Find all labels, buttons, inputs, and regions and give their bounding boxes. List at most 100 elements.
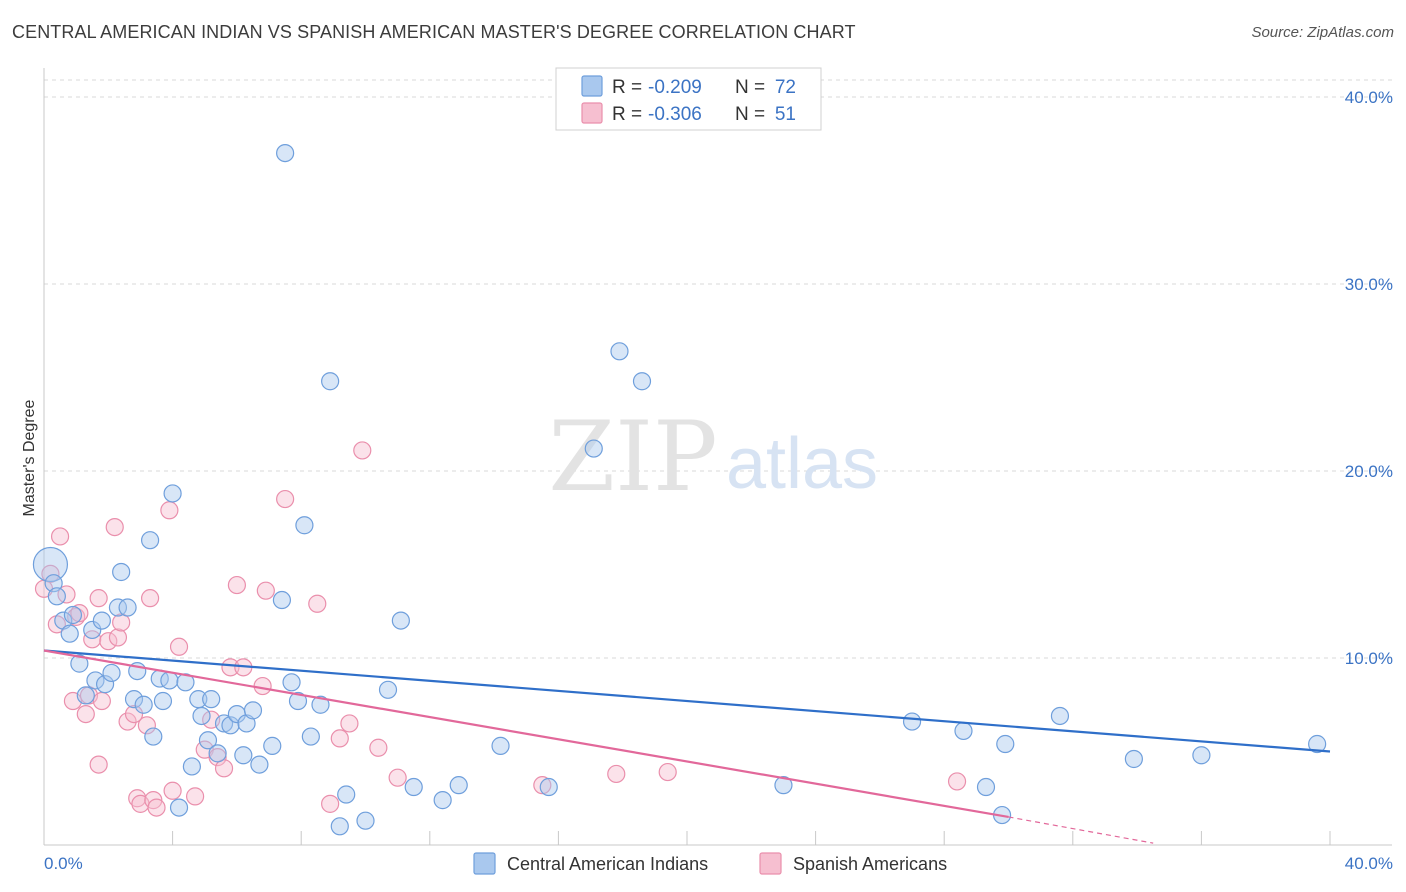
data-point (369, 738, 388, 757)
data-point (50, 527, 70, 546)
data-point (391, 611, 410, 630)
data-point (63, 605, 83, 625)
source-label: Source: ZipAtlas.com (1251, 24, 1394, 41)
data-point (632, 372, 652, 391)
y-tick-label: 40.0% (1345, 88, 1393, 107)
data-point (76, 686, 95, 705)
data-point (388, 768, 407, 787)
data-point (1192, 746, 1211, 765)
data-point (147, 798, 166, 817)
data-point (60, 624, 79, 643)
data-point (321, 372, 340, 391)
data-point (182, 757, 201, 776)
data-point (70, 654, 89, 673)
legend-r-label: R = (612, 104, 642, 125)
data-point (163, 781, 182, 800)
data-point (160, 501, 179, 520)
data-point (214, 759, 234, 778)
data-point (976, 777, 996, 797)
data-point (198, 731, 218, 750)
bottom-legend-swatch (759, 852, 782, 875)
data-point (340, 714, 359, 733)
bottom-legend-swatch (473, 852, 496, 875)
axes: Master's Degree (21, 68, 1392, 846)
data-point (54, 611, 73, 630)
data-point (301, 727, 320, 746)
watermark-zip: ZIP (548, 401, 717, 513)
trend-line-spanish-americans (43, 649, 1009, 819)
data-point (1124, 749, 1143, 769)
data-point (610, 342, 629, 361)
data-point (186, 787, 205, 806)
data-point (140, 531, 160, 550)
data-point (160, 671, 179, 690)
data-point (902, 712, 922, 731)
data-point (153, 691, 173, 711)
data-point (330, 729, 349, 748)
data-point (308, 594, 327, 613)
bottom-legend-label: Central American Indians (507, 854, 708, 874)
bottom-legend: Central American Indians Spanish American… (473, 852, 947, 875)
y-tick-label: 20.0% (1345, 462, 1393, 481)
data-point (70, 604, 89, 623)
data-point (321, 794, 340, 813)
data-point (99, 632, 118, 651)
data-point (118, 712, 137, 731)
trend-lines (43, 649, 1331, 844)
data-point (533, 776, 552, 795)
data-point (234, 746, 253, 765)
legend-n-value: 51 (775, 104, 796, 125)
legend-r-value: -0.209 (648, 77, 702, 98)
data-point (124, 704, 144, 724)
data-point (658, 762, 677, 782)
data-point (112, 562, 131, 582)
data-point (954, 721, 973, 741)
data-point (272, 590, 292, 610)
data-point (105, 517, 124, 537)
tick-labels: 10.0% 20.0% 30.0% 40.0% 0.0% 40.0% (44, 88, 1393, 873)
data-point (250, 755, 269, 774)
data-point (221, 716, 240, 735)
legend-r-label: R = (612, 77, 642, 98)
data-point (404, 777, 423, 797)
trend-line-spanish-americans-extension (1008, 816, 1154, 844)
data-point (169, 798, 189, 817)
data-point (202, 690, 221, 709)
data-point (276, 144, 295, 163)
data-point (237, 714, 256, 733)
series-spanish-americans (34, 441, 967, 817)
data-point (128, 789, 147, 808)
data-point (214, 714, 234, 733)
data-point (337, 785, 356, 804)
legend-n-label: N = (735, 77, 765, 98)
data-point (169, 637, 189, 656)
data-point (227, 575, 246, 595)
data-point (86, 671, 105, 690)
data-point (353, 441, 372, 460)
y-axis-title: Master's Degree (21, 399, 38, 516)
data-point (118, 598, 137, 617)
data-point (378, 680, 398, 699)
data-point (1050, 706, 1070, 726)
data-point (144, 727, 163, 746)
data-point (996, 734, 1015, 754)
data-point (124, 690, 144, 709)
data-point (140, 589, 160, 608)
y-tick-label: 10.0% (1345, 649, 1393, 668)
data-point (47, 587, 66, 606)
data-point (539, 777, 558, 797)
legend-swatch (581, 102, 603, 124)
data-point (295, 516, 314, 535)
gridlines (44, 79, 1392, 659)
chart-title: CENTRAL AMERICAN INDIAN VS SPANISH AMERI… (12, 22, 856, 42)
legend-box: R = -0.209 N = 72 R = -0.306 N = 51 (555, 67, 822, 131)
data-point (83, 620, 102, 640)
data-point (243, 701, 263, 720)
data-point (221, 658, 240, 677)
bottom-legend-label: Spanish Americans (793, 854, 947, 874)
data-point (108, 598, 128, 617)
data-point (607, 764, 626, 784)
y-tick-label: 30.0% (1345, 275, 1393, 294)
data-point (92, 691, 111, 711)
